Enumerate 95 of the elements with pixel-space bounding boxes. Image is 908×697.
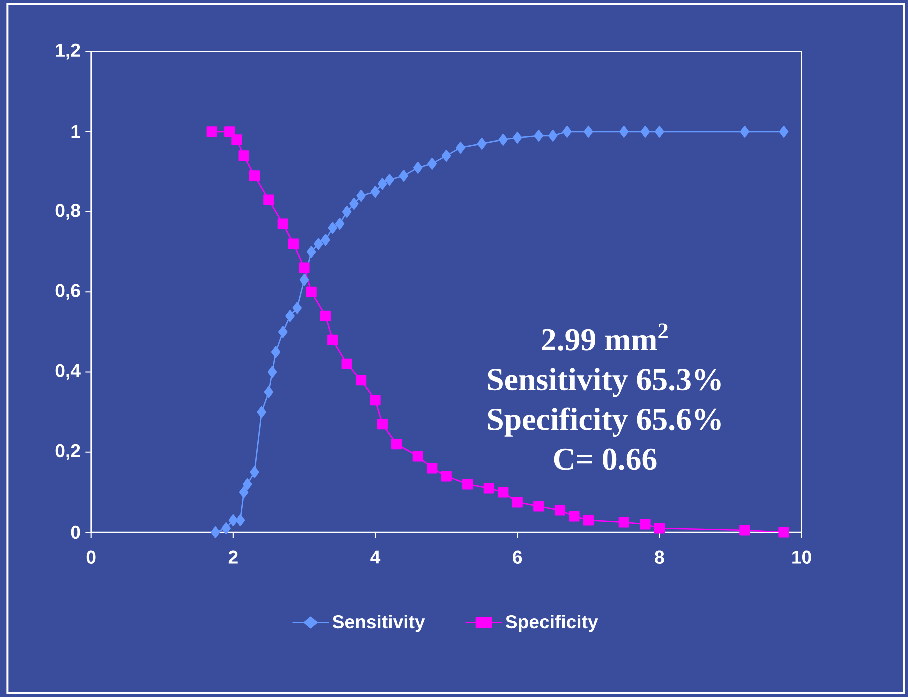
point — [299, 262, 310, 274]
point — [264, 194, 274, 206]
point — [264, 386, 274, 398]
point — [562, 126, 572, 138]
point — [320, 310, 332, 322]
point — [655, 126, 664, 138]
point — [250, 466, 260, 478]
point — [654, 523, 665, 534]
point — [292, 302, 302, 314]
point — [236, 514, 246, 526]
point — [412, 450, 424, 462]
point — [238, 150, 250, 162]
point — [328, 334, 338, 346]
point — [512, 497, 523, 508]
point — [257, 406, 266, 418]
point — [206, 126, 218, 138]
x-tick-label: 8 — [655, 550, 664, 564]
point — [370, 186, 380, 198]
point — [413, 162, 423, 174]
point — [554, 505, 566, 516]
point — [278, 218, 288, 230]
point — [342, 358, 352, 370]
point — [548, 130, 558, 142]
point — [271, 346, 281, 358]
point — [314, 238, 324, 250]
point — [477, 138, 487, 150]
point — [321, 234, 330, 246]
point — [456, 142, 466, 154]
point — [239, 486, 249, 498]
point — [224, 126, 236, 138]
annotation: Specificity 65.6% — [488, 408, 721, 437]
point — [356, 374, 367, 386]
point — [306, 286, 317, 298]
point — [640, 519, 651, 530]
y-tick-label: 0,8 — [56, 204, 80, 220]
point — [583, 515, 594, 526]
point — [427, 463, 438, 474]
point — [484, 483, 494, 494]
point — [462, 479, 474, 490]
point — [584, 126, 594, 138]
point — [249, 170, 260, 182]
point — [779, 126, 789, 138]
point — [268, 366, 278, 378]
point — [232, 134, 242, 146]
y-tick-label: 0 — [71, 526, 80, 539]
point — [399, 170, 409, 182]
y-tick-label: 0,2 — [56, 444, 80, 460]
legend-label: Sensitivity — [332, 614, 426, 632]
x-tick-label: 0 — [86, 550, 96, 564]
annotation: 2.99 mm$^{2}$ — [542, 324, 668, 351]
point — [286, 310, 295, 322]
point — [350, 198, 359, 210]
y-tick-label: 1 — [72, 125, 80, 138]
annotation: Sensitivity 65.3% — [488, 368, 721, 398]
point — [740, 525, 750, 536]
point — [498, 487, 509, 498]
point — [618, 517, 630, 528]
point — [242, 478, 252, 490]
point — [335, 218, 345, 230]
point — [392, 438, 402, 450]
point — [385, 174, 394, 186]
point — [288, 238, 300, 250]
y-tick-label: 1,2 — [56, 44, 80, 60]
point — [441, 471, 452, 482]
point — [228, 514, 238, 526]
x-tick-label: 4 — [370, 550, 381, 564]
point — [356, 190, 366, 202]
y-tick-label: 0,4 — [56, 364, 81, 380]
point — [328, 222, 338, 234]
point — [378, 178, 388, 190]
point — [222, 522, 231, 534]
point — [377, 418, 388, 430]
point — [569, 511, 580, 522]
point — [534, 501, 544, 512]
legend-label: Specificity — [506, 614, 598, 632]
point — [306, 246, 316, 258]
point — [740, 126, 750, 138]
point — [778, 527, 790, 538]
point — [534, 130, 544, 142]
point — [278, 326, 288, 338]
point — [442, 150, 452, 162]
x-tick-label: 2 — [228, 550, 238, 564]
point — [620, 126, 629, 138]
point — [300, 274, 310, 286]
point — [342, 206, 352, 218]
y-tick-label: 0,6 — [56, 284, 80, 300]
point — [512, 132, 522, 144]
point — [211, 526, 220, 538]
x-tick-label: 10 — [792, 550, 812, 564]
annotation: C= 0.66 — [554, 448, 657, 470]
point — [640, 126, 650, 138]
point — [370, 394, 381, 406]
x-tick-label: 6 — [513, 550, 522, 564]
point — [428, 158, 437, 170]
point — [498, 134, 508, 146]
